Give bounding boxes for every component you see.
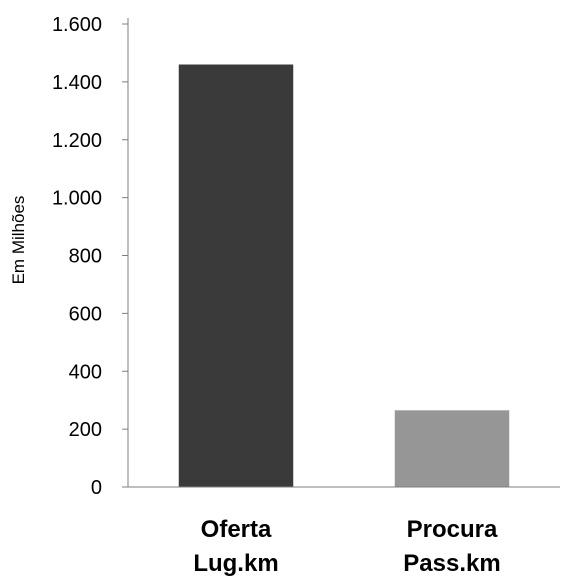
axes (127, 18, 560, 488)
x-category-label: Lug.km (193, 550, 278, 577)
y-tick-label: 0 (91, 477, 102, 499)
x-category-label: Oferta (201, 516, 272, 543)
y-tick-label: 400 (69, 361, 102, 383)
y-tick-label: 1.200 (52, 130, 102, 152)
y-axis-ticks (122, 23, 128, 488)
y-tick-label: 200 (69, 419, 102, 441)
y-axis-title: Em Milhões (9, 196, 28, 285)
bar-procura (394, 410, 510, 487)
y-tick-label: 800 (69, 246, 102, 268)
y-axis-tick-labels: 0 200 400 600 800 1.000 1.200 1.400 1.600 (52, 14, 102, 499)
x-category-label: Pass.km (403, 550, 500, 577)
y-tick-label: 1.400 (52, 72, 102, 94)
x-category-label: Procura (407, 516, 498, 543)
x-axis-category-labels: Oferta Lug.km Procura Pass.km (193, 516, 500, 577)
bars (178, 64, 510, 487)
y-tick-label: 600 (69, 303, 102, 325)
bar-oferta (178, 64, 294, 487)
y-tick-label: 1.000 (52, 188, 102, 210)
y-tick-label: 1.600 (52, 14, 102, 36)
